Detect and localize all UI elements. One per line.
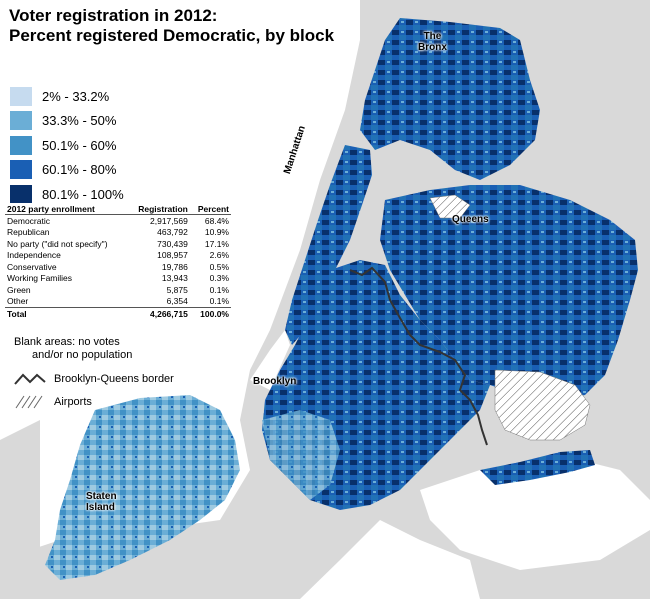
legend-item: 33.3% - 50%: [10, 109, 124, 134]
staten-island-label: Staten Island: [86, 491, 117, 513]
queens-region: [380, 185, 638, 400]
water: [250, 330, 650, 570]
legend-label: 2% - 33.2%: [42, 88, 110, 104]
legend-swatch: [10, 86, 32, 106]
legend-item: 60.1% - 80%: [10, 158, 124, 183]
party-name: Republican: [7, 227, 50, 238]
legend-label: 80.1% - 100%: [42, 186, 124, 202]
title-line-2: Percent registered Democratic, by block: [9, 26, 335, 45]
legend-swatch: [10, 160, 32, 180]
registration-count: 13,943: [161, 273, 188, 284]
party-percent: 68.4%: [204, 215, 229, 226]
table-header: Registration: [127, 203, 190, 215]
table-header-row: 2012 party enrollment Registration Perce…: [5, 203, 231, 215]
border-legend: Brooklyn-Queens border: [14, 372, 174, 386]
brooklyn-label: Brooklyn: [253, 376, 297, 387]
bronx-region: [360, 18, 540, 180]
party-percent: 0.1%: [209, 296, 229, 307]
total-label: Total: [5, 307, 128, 320]
title-line-1: Voter registration in 2012:: [9, 6, 218, 25]
blank-note-line-1: Blank areas: no votes: [14, 336, 120, 348]
queens-label: Queens: [452, 214, 489, 225]
registration-count: 6,354: [166, 296, 188, 307]
legend-label: 60.1% - 80%: [42, 162, 117, 178]
party-percent: 2.6%: [209, 250, 229, 261]
table-row: Green 5,875 0.1%: [5, 284, 231, 296]
airports-legend: Airports: [14, 395, 92, 409]
party-name: Other: [7, 296, 29, 307]
airports-legend-label: Airports: [54, 396, 92, 408]
table-row: No party ("did not specify") 730,439 17.…: [5, 238, 231, 250]
table-row: Republican 463,792 10.9%: [5, 227, 231, 239]
table-header: Percent: [189, 203, 231, 215]
map-title: Voter registration in 2012: Percent regi…: [9, 6, 334, 46]
rockaway-region: [480, 450, 595, 485]
registration-count: 19,786: [161, 261, 188, 272]
table-header: 2012 party enrollment: [5, 203, 128, 215]
brooklyn-queens-border: [349, 266, 488, 446]
registration-count: 2,917,569: [150, 215, 188, 226]
table-total-row: Total 4,266,715 100.0%: [5, 307, 231, 320]
blank-areas-note: Blank areas: no votes and/or no populati…: [14, 336, 132, 362]
bronx-label-line-2: Bronx: [418, 42, 447, 53]
laguardia-airport: [429, 194, 471, 219]
brooklyn-south-light: [262, 410, 340, 500]
legend-item: 2% - 33.2%: [10, 84, 124, 109]
color-legend: 2% - 33.2% 33.3% - 50% 50.1% - 60% 60.1%…: [10, 84, 124, 207]
jfk-airport: [494, 369, 591, 441]
border-line-icon: [14, 373, 46, 385]
party-percent: 10.9%: [204, 227, 229, 238]
table-row: Other 6,354 0.1%: [5, 296, 231, 308]
bronx-label: The Bronx: [418, 31, 447, 53]
bronx-label-line-1: The: [423, 31, 442, 42]
party-name: No party ("did not specify"): [7, 238, 108, 249]
party-percent: 0.3%: [209, 273, 229, 284]
blank-note-line-2: and/or no population: [32, 349, 133, 361]
party-percent: 0.1%: [209, 284, 229, 295]
legend-item: 50.1% - 60%: [10, 133, 124, 158]
border-legend-label: Brooklyn-Queens border: [54, 373, 174, 385]
staten-island-region: [45, 395, 240, 580]
party-name: Conservative: [7, 261, 57, 272]
hatch-pattern-icon: [15, 395, 43, 409]
table-row: Democratic 2,917,569 68.4%: [5, 215, 231, 227]
party-name: Democratic: [7, 215, 50, 226]
manhattan-region: [285, 145, 372, 345]
party-name: Green: [7, 284, 31, 295]
registration-count: 5,875: [166, 284, 188, 295]
registration-count: 730,439: [157, 238, 188, 249]
enrollment-table: 2012 party enrollment Registration Perce…: [5, 203, 231, 320]
legend-label: 33.3% - 50%: [42, 113, 117, 129]
registration-count: 108,957: [157, 250, 188, 261]
party-percent: 0.5%: [209, 261, 229, 272]
staten-label-line-2: Island: [86, 502, 115, 513]
legend-swatch: [10, 184, 32, 204]
party-name: Working Families: [7, 273, 73, 284]
legend-swatch: [10, 135, 32, 155]
staten-label-line-1: Staten: [86, 491, 117, 502]
table-row: Working Families 13,943 0.3%: [5, 273, 231, 285]
legend-label: 50.1% - 60%: [42, 137, 117, 153]
table-row: Independence 108,957 2.6%: [5, 250, 231, 262]
party-name: Independence: [7, 250, 61, 261]
table-row: Conservative 19,786 0.5%: [5, 261, 231, 273]
legend-swatch: [10, 111, 32, 131]
registration-count: 463,792: [157, 227, 188, 238]
legend-item: 80.1% - 100%: [10, 182, 124, 207]
total-registration: 4,266,715: [127, 307, 190, 320]
party-percent: 17.1%: [204, 238, 229, 249]
total-percent: 100.0%: [189, 307, 231, 320]
